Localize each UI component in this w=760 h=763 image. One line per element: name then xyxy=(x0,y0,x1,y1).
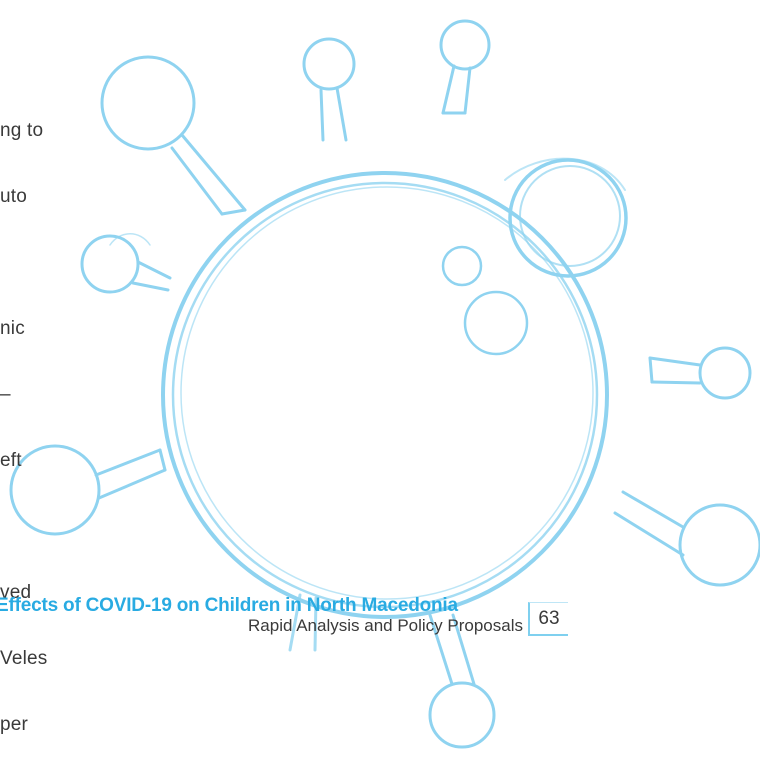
body-line: ng to xyxy=(0,120,44,141)
body-line: nic xyxy=(0,318,25,339)
body-line: uto xyxy=(0,186,28,207)
footer-subtitle: Rapid Analysis and Policy Proposals xyxy=(248,616,523,635)
body-line xyxy=(0,252,47,274)
body-line xyxy=(0,516,47,538)
body-line: – xyxy=(0,384,11,405)
page-number: 63 xyxy=(528,602,568,636)
body-line: eft xyxy=(0,450,22,471)
body-text-excerpt: ng to uto nic – eft ved Veles per xyxy=(0,76,47,758)
footer-title: Effects of COVID-19 on Children in North… xyxy=(0,595,458,616)
body-line: per xyxy=(0,714,29,735)
body-line: Veles xyxy=(0,648,48,669)
body-line: ved xyxy=(0,582,32,603)
